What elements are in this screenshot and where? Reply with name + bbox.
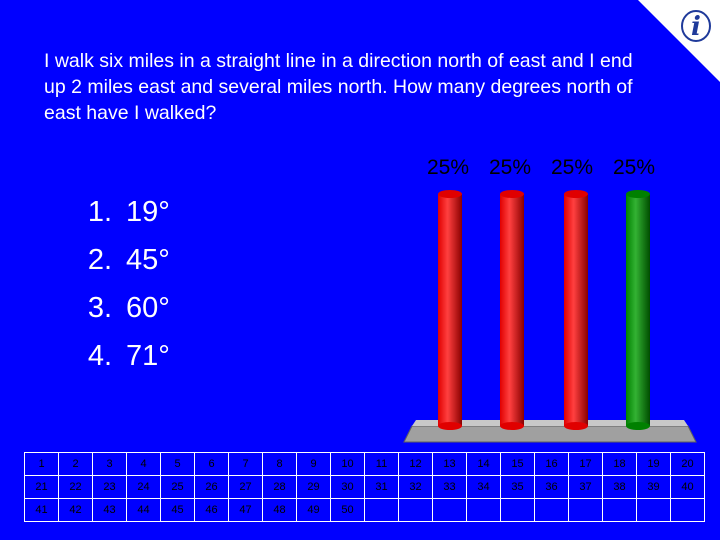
keypad-cell[interactable]: 18 xyxy=(602,452,637,476)
keypad-cell[interactable]: 46 xyxy=(194,498,229,522)
keypad-cell[interactable]: 30 xyxy=(330,475,365,499)
keypad-cell[interactable]: 20 xyxy=(670,452,705,476)
keypad-cell[interactable]: 35 xyxy=(500,475,535,499)
keypad-cell[interactable]: 31 xyxy=(364,475,399,499)
keypad-cell[interactable]: 11 xyxy=(364,452,399,476)
keypad-cell xyxy=(432,498,467,522)
keypad-cell xyxy=(466,498,501,522)
keypad-cell[interactable]: 24 xyxy=(126,475,161,499)
keypad-cell[interactable]: 12 xyxy=(398,452,433,476)
answer-option-4[interactable]: 4. 71° xyxy=(87,340,170,372)
keypad-cell[interactable]: 17 xyxy=(568,452,603,476)
keypad-cell[interactable]: 36 xyxy=(534,475,569,499)
keypad-cell[interactable]: 32 xyxy=(398,475,433,499)
keypad-cell xyxy=(568,498,603,522)
keypad-cell xyxy=(500,498,535,522)
keypad-cell[interactable]: 40 xyxy=(670,475,705,499)
bar-top-4 xyxy=(626,190,650,198)
keypad-cell xyxy=(636,498,671,522)
chart-base-top xyxy=(412,420,688,426)
keypad-cell xyxy=(602,498,637,522)
keypad-cell[interactable]: 42 xyxy=(58,498,93,522)
keypad-cell[interactable]: 8 xyxy=(262,452,297,476)
bar-top-2 xyxy=(500,190,524,198)
keypad-cell[interactable]: 48 xyxy=(262,498,297,522)
keypad-row: 41 42 43 44 45 46 47 48 49 50 xyxy=(24,498,705,522)
bar-bottom-3 xyxy=(564,422,588,430)
keypad-cell[interactable]: 50 xyxy=(330,498,365,522)
keypad-cell[interactable]: 6 xyxy=(194,452,229,476)
bar-top-3 xyxy=(564,190,588,198)
keypad-cell[interactable]: 2 xyxy=(58,452,93,476)
bar-2 xyxy=(500,194,524,426)
keypad-cell[interactable]: 14 xyxy=(466,452,501,476)
keypad-cell[interactable]: 39 xyxy=(636,475,671,499)
keypad-cell[interactable]: 13 xyxy=(432,452,467,476)
bar-bottom-2 xyxy=(500,422,524,430)
keypad-cell xyxy=(670,498,705,522)
keypad-cell[interactable]: 1 xyxy=(24,452,59,476)
keypad-cell[interactable]: 38 xyxy=(602,475,637,499)
bar-bottom-1 xyxy=(438,422,462,430)
keypad-cell[interactable]: 9 xyxy=(296,452,331,476)
bar-bottom-4 xyxy=(626,422,650,430)
answer-option-3[interactable]: 3. 60° xyxy=(87,292,170,324)
keypad-cell[interactable]: 44 xyxy=(126,498,161,522)
svg-text:i: i xyxy=(691,12,701,42)
turning-point-logo-icon: i xyxy=(681,10,711,42)
keypad-cell[interactable]: 3 xyxy=(92,452,127,476)
percent-label-2: 25% xyxy=(489,156,532,179)
keypad-cell[interactable]: 37 xyxy=(568,475,603,499)
percent-label-1: 25% xyxy=(427,156,470,179)
keypad-cell[interactable]: 16 xyxy=(534,452,569,476)
keypad-cell[interactable]: 47 xyxy=(228,498,263,522)
answer-option-2[interactable]: 2. 45° xyxy=(87,244,170,276)
keypad-cell[interactable]: 7 xyxy=(228,452,263,476)
bar-top-1 xyxy=(438,190,462,198)
keypad-row: 1 2 3 4 5 6 7 8 9 10 11 12 13 14 15 16 17 18 19 20 xyxy=(24,452,705,476)
keypad-cell xyxy=(398,498,433,522)
keypad-cell[interactable]: 19 xyxy=(636,452,671,476)
keypad-grid: 1 2 3 4 5 6 7 8 9 10 11 12 13 14 15 16 17 18 19 20 21 22 23 24 2… xyxy=(24,452,705,522)
keypad-cell[interactable]: 15 xyxy=(500,452,535,476)
keypad-cell[interactable]: 29 xyxy=(296,475,331,499)
logo-corner: i xyxy=(638,0,720,82)
question-text: I walk six miles in a straight line in a… xyxy=(44,50,633,124)
keypad-cell[interactable]: 41 xyxy=(24,498,59,522)
keypad-cell[interactable]: 21 xyxy=(24,475,59,499)
keypad-cell[interactable]: 49 xyxy=(296,498,331,522)
keypad-row: 21 22 23 24 25 26 27 28 29 30 31 32 33 34 35 36 37 38 39 40 xyxy=(24,475,705,499)
answer-list: 1. 19° 2. 45° 3. 60° 4. 71° xyxy=(60,188,170,380)
percent-label-3: 25% xyxy=(551,156,594,179)
keypad-cell[interactable]: 25 xyxy=(160,475,195,499)
keypad-cell[interactable]: 28 xyxy=(262,475,297,499)
keypad-cell[interactable]: 4 xyxy=(126,452,161,476)
percent-label-4: 25% xyxy=(613,156,656,179)
keypad-cell[interactable]: 10 xyxy=(330,452,365,476)
keypad-cell xyxy=(364,498,399,522)
keypad-cell[interactable]: 26 xyxy=(194,475,229,499)
keypad-cell[interactable]: 5 xyxy=(160,452,195,476)
keypad-cell[interactable]: 22 xyxy=(58,475,93,499)
answer-option-1[interactable]: 1. 19° xyxy=(87,196,170,228)
keypad-cell[interactable]: 34 xyxy=(466,475,501,499)
keypad-cell[interactable]: 27 xyxy=(228,475,263,499)
keypad-cell[interactable]: 23 xyxy=(92,475,127,499)
keypad-cell xyxy=(534,498,569,522)
bar-1 xyxy=(438,194,462,426)
bar-4 xyxy=(626,194,650,426)
keypad-cell[interactable]: 33 xyxy=(432,475,467,499)
keypad-cell[interactable]: 43 xyxy=(92,498,127,522)
bar-3 xyxy=(564,194,588,426)
keypad-cell[interactable]: 45 xyxy=(160,498,195,522)
